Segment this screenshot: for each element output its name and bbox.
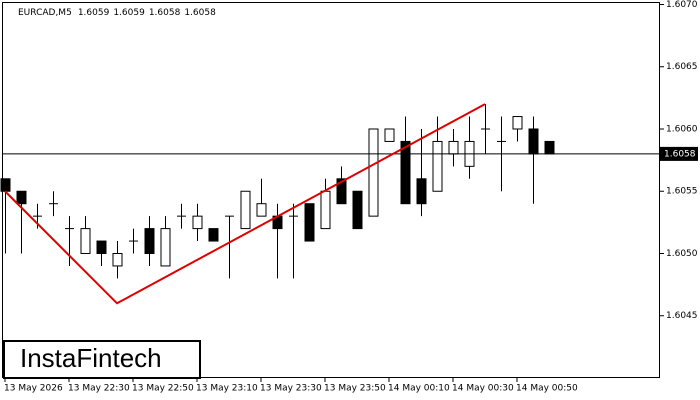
y-tick-label: 1.6050 [666, 249, 698, 259]
candle-body [0, 178, 11, 192]
watermark: InstaFintech [20, 343, 162, 373]
x-tick-label: 13 May 22:30 [68, 384, 130, 394]
candle-body [144, 228, 155, 254]
y-tick-label: 1.6060 [666, 124, 698, 134]
x-tick-label: 13 May 23:10 [196, 384, 258, 394]
header-value: 1.6059 [113, 8, 145, 18]
candle-body [544, 140, 555, 155]
header-value: 1.6058 [184, 8, 216, 18]
candle-body [384, 128, 395, 142]
x-tick-label: 13 May 22:50 [132, 384, 194, 394]
candle-body [192, 215, 203, 230]
y-tick-label: 1.6055 [666, 187, 698, 197]
chart-header: EURCAD,M5 1.6059 1.6059 1.6058 1.6058 [18, 8, 216, 18]
y-tick-label: 1.6065 [666, 62, 698, 72]
x-tick-label: 13 May 23:50 [324, 384, 386, 394]
y-tick-label: 1.6070 [666, 0, 698, 10]
x-tick-label: 14 May 00:50 [516, 384, 578, 394]
candle-body [432, 140, 443, 192]
candle-body [416, 178, 427, 205]
candle-body [352, 190, 363, 230]
x-tick-label: 13 May 23:30 [260, 384, 322, 394]
candle-body [320, 190, 331, 230]
candle-body [512, 116, 523, 130]
symbol: EURCAD,M5 [18, 8, 72, 18]
x-tick-label: 13 May 2026 [4, 384, 63, 394]
pattern-line [4, 103, 486, 305]
y-tick-label: 1.6045 [666, 311, 698, 321]
header-value: 1.6059 [78, 8, 110, 18]
candle-body [208, 228, 219, 242]
header-value: 1.6058 [149, 8, 181, 18]
candle-body [336, 178, 347, 205]
candle-body [16, 190, 27, 205]
candle-body [304, 203, 315, 242]
watermark-box [3, 340, 201, 379]
candle-body [528, 128, 539, 155]
candle-body [400, 140, 411, 205]
last-price-box [660, 146, 698, 161]
candle-body [368, 128, 379, 217]
candle-body [160, 228, 171, 267]
last-price-label: 1.6058 [664, 149, 696, 159]
candle-body [448, 140, 459, 155]
candle-body [240, 190, 251, 230]
candle-body [112, 252, 123, 267]
candle-body [256, 203, 267, 217]
candle-body [96, 240, 107, 254]
candle-body [80, 228, 91, 254]
x-tick-label: 14 May 00:30 [452, 384, 514, 394]
x-tick-label: 14 May 00:10 [388, 384, 450, 394]
